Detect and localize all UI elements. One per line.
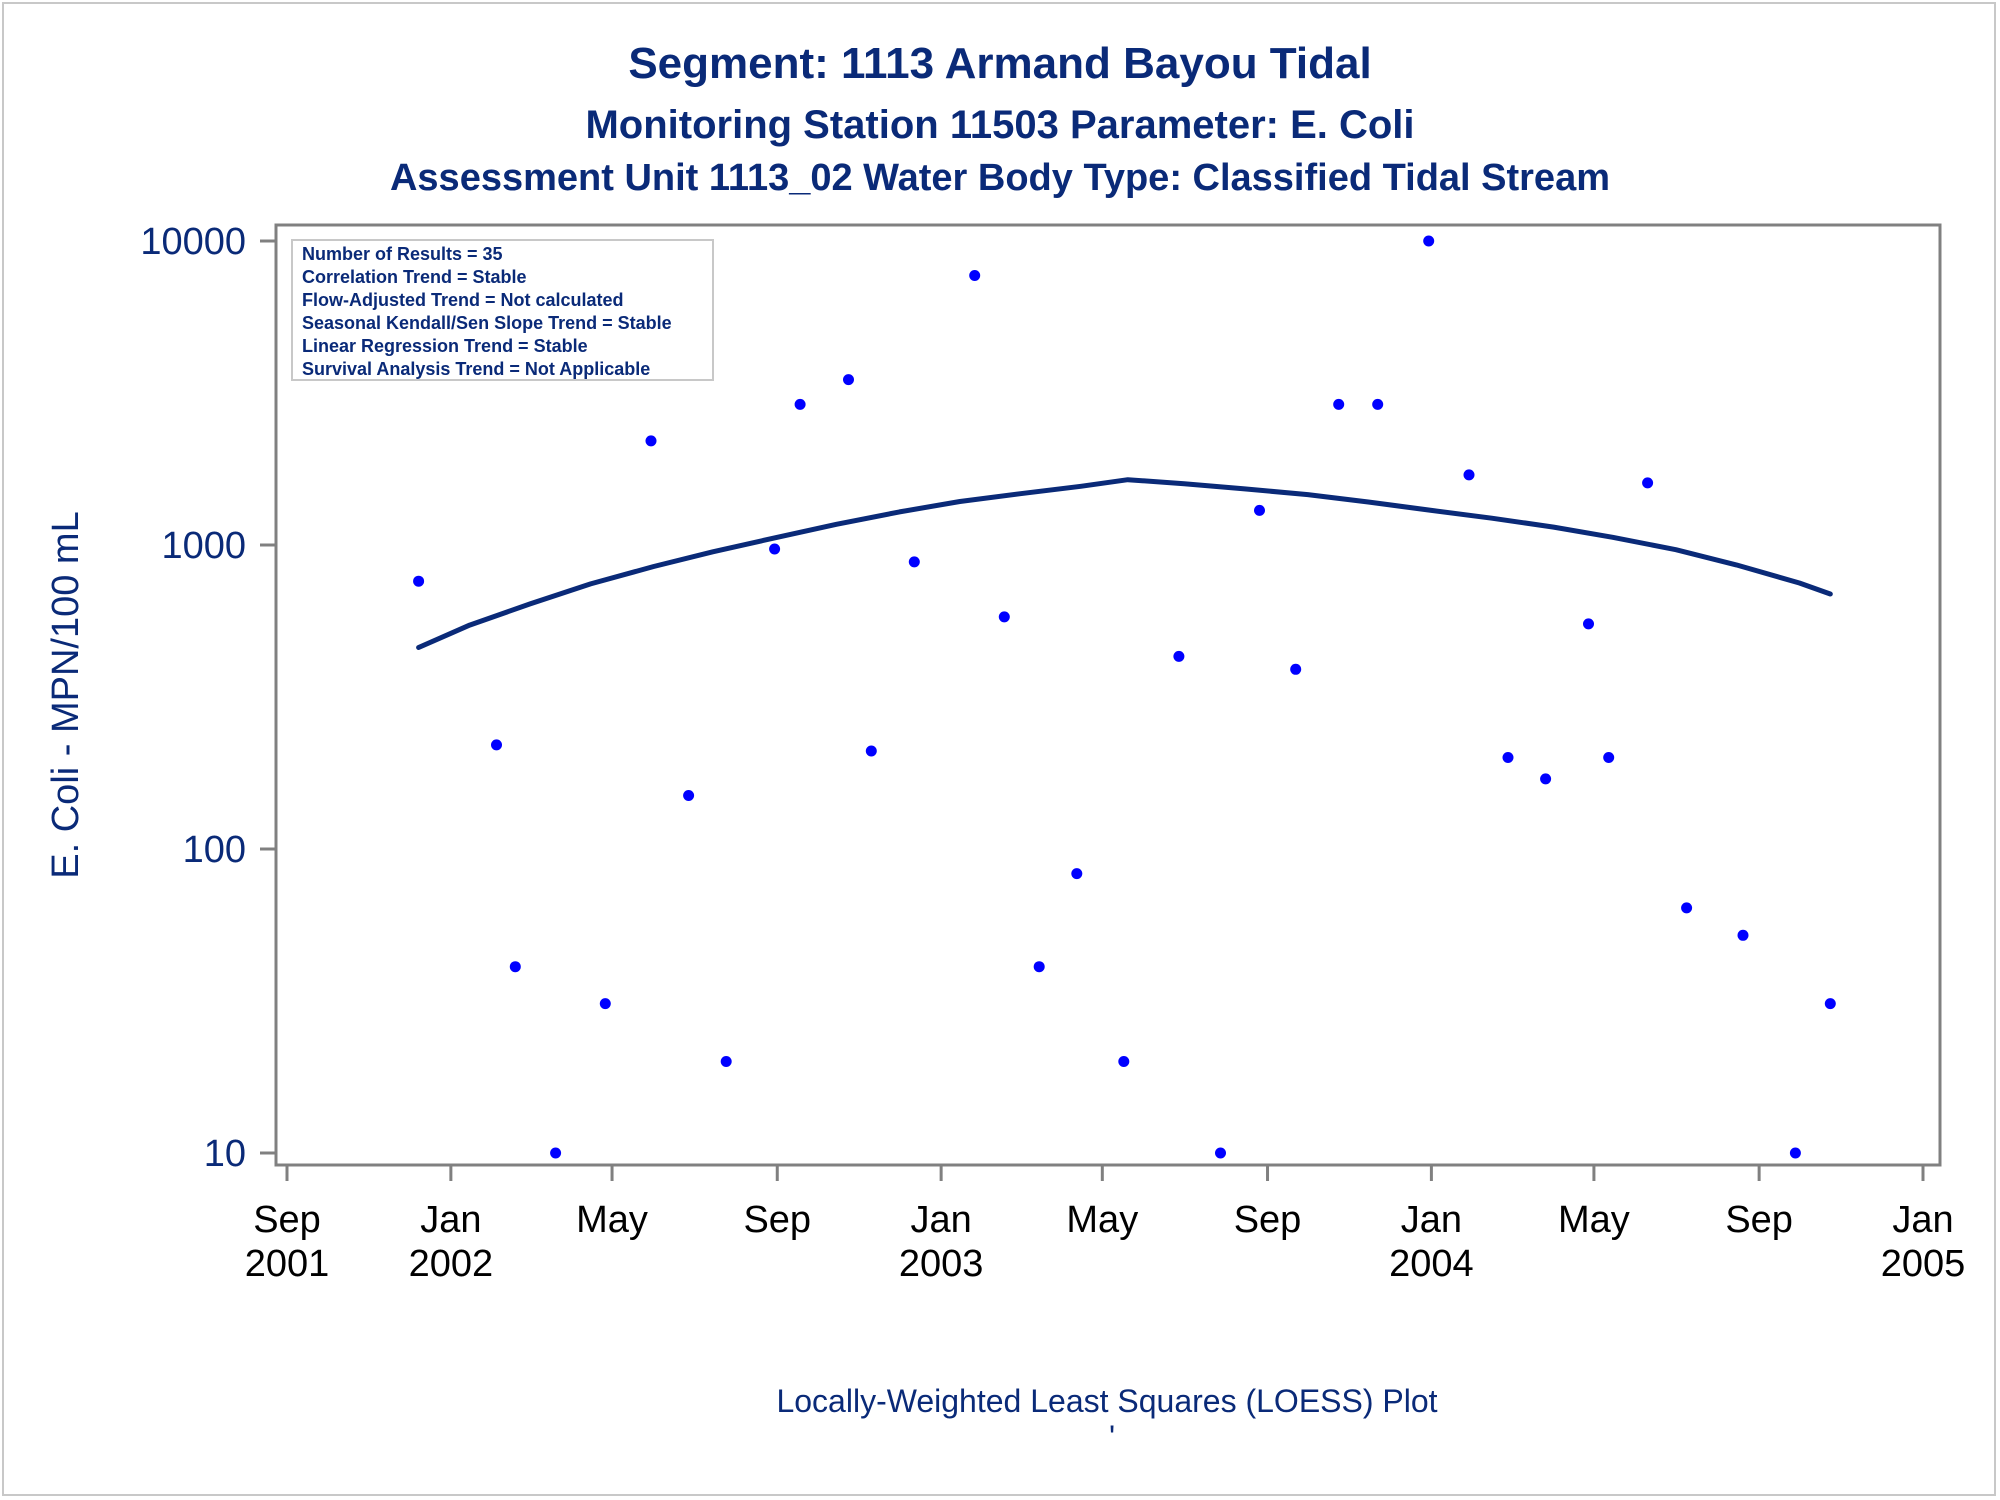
data-point [550,1147,562,1159]
x-tick-label: Jan [420,1199,481,1241]
y-tick-label: 10 [204,1133,246,1175]
data-point [1737,929,1749,941]
x-tick-label: Jan [910,1199,971,1241]
x-tick-year-label: 2003 [899,1243,984,1285]
data-point [509,961,521,973]
data-point [769,543,781,555]
data-point [1033,961,1045,973]
y-tick-label: 100 [183,829,246,871]
data-point [1583,618,1594,630]
x-tick-year-label: 2001 [245,1243,330,1285]
x-tick-label: Jan [1401,1199,1462,1241]
data-point [1071,868,1083,880]
info-box: Number of Results = 35 Correlation Trend… [291,239,714,381]
data-point [908,556,920,568]
y-axis-label: E. Coli - MPN/100 mL [45,511,87,878]
x-tick-year-label: 2005 [1881,1243,1966,1285]
x-tick-label: Sep [1234,1199,1302,1241]
data-point [998,611,1010,623]
data-point [1173,650,1185,662]
y-axis: 10 100 1000 10000 [140,221,276,1175]
data-point [794,398,806,410]
data-point [599,998,611,1010]
x-tick-year-label: 2004 [1389,1243,1474,1285]
loess-line [416,477,1833,650]
x-tick-label: Sep [253,1199,321,1241]
data-point [1603,752,1615,763]
data-point [1254,504,1265,516]
data-point [491,739,502,751]
data-point [1372,398,1384,410]
data-point [413,575,425,587]
x-tick-label: Sep [743,1199,811,1241]
data-point [1502,752,1514,763]
chart-subtitle-station: Monitoring Station 11503 Parameter: E. C… [585,103,1414,147]
footnote-mark: ' [1109,1419,1115,1455]
info-box-line: Linear Regression Trend = Stable [302,336,588,356]
y-tick-label: 1000 [161,525,246,567]
data-point [865,745,877,757]
x-tick-year-label: 2002 [409,1243,494,1285]
x-tick-label: May [1066,1199,1138,1241]
data-point [1215,1147,1226,1159]
data-point [969,270,981,281]
data-point [1824,998,1836,1010]
y-tick-label: 10000 [140,221,246,263]
plot-area [274,223,1942,1167]
x-tick-label: Jan [1892,1199,1953,1241]
data-point [843,374,854,386]
data-point [1290,663,1302,675]
chart-subtitle-unit: Assessment Unit 1113_02 Water Body Type:… [390,157,1610,199]
data-point [1333,398,1345,410]
loess-layer [416,477,1833,650]
points-layer [413,235,1836,1159]
data-point [1423,235,1435,247]
data-point [1681,902,1693,914]
info-box-border [291,239,714,381]
info-box-line: Seasonal Kendall/Sen Slope Trend = Stabl… [302,313,672,333]
data-point [1642,477,1654,489]
info-box-line: Number of Results = 35 [302,244,503,264]
data-point [1789,1147,1801,1159]
data-point [645,435,657,447]
info-box-line: Survival Analysis Trend = Not Applicable [302,359,650,379]
data-point [1118,1056,1130,1067]
x-tick-label: Sep [1725,1199,1793,1241]
data-point [1540,773,1552,785]
x-tick-label: May [576,1199,648,1241]
x-tick-label: May [1558,1199,1630,1241]
data-point [683,790,695,801]
data-point [720,1056,732,1067]
data-point [1463,469,1475,481]
info-box-line: Flow-Adjusted Trend = Not calculated [302,290,624,310]
footnote: Locally-Weighted Least Squares (LOESS) P… [776,1383,1437,1419]
info-box-line: Correlation Trend = Stable [302,267,527,287]
chart-title: Segment: 1113 Armand Bayou Tidal [628,39,1371,88]
